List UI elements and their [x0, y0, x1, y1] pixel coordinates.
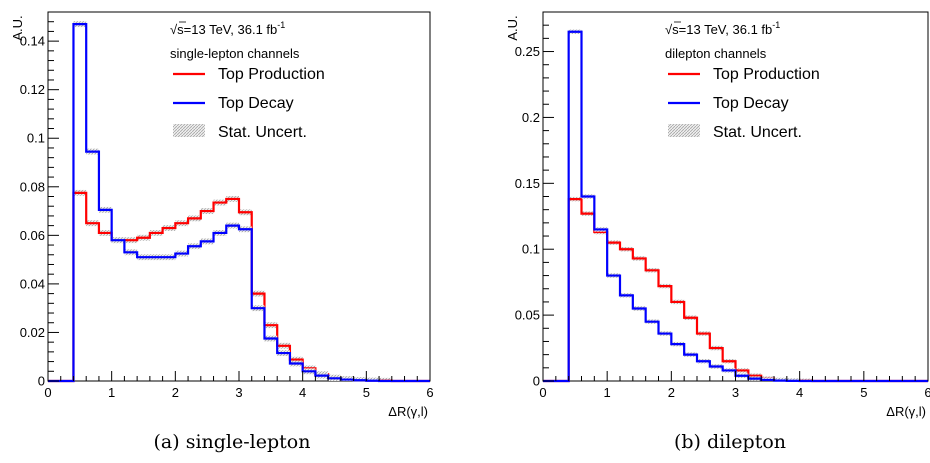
chart0-y-tick-label: 0.08 [20, 179, 45, 194]
chart0-legend-top-production: Top Production [218, 66, 325, 83]
chart0-uncert-band [379, 377, 392, 381]
chart1-energy-label: √s=13 TeV, 36.1 fb-1 [665, 20, 780, 37]
chart1-y-tick-label: 0.15 [515, 176, 540, 191]
chart1-x-axis-title: ΔR(γ,l) [886, 404, 926, 419]
chart1-x-tick-label: 5 [860, 385, 867, 400]
chart1-caption: (b) dilepton [674, 431, 786, 453]
chart1-y-tick-label: 0.25 [515, 44, 540, 59]
chart1-x-tick-label: 3 [732, 385, 739, 400]
chart1-y-tick-label: 0.05 [515, 308, 540, 323]
chart0-x-tick-label: 4 [299, 385, 306, 400]
chart0-y-tick-label: 0.02 [20, 325, 45, 340]
chart0-legend-stat-uncert: Stat. Uncert. [218, 124, 307, 141]
chart1-step-line [543, 198, 928, 383]
chart0-y-tick-label: 0.12 [20, 82, 45, 97]
chart0-lumi-exponent: -1 [277, 20, 285, 30]
chart0-series-top-production [48, 189, 430, 383]
chart1-legend-stat-uncert: Stat. Uncert. [713, 124, 802, 141]
chart0-y-tick-label: 0.04 [20, 276, 45, 291]
chart1-x-tick-label: 0 [539, 385, 546, 400]
chart1-lumi-exponent: -1 [772, 20, 780, 30]
chart0-uncert-band [366, 377, 380, 381]
chart0-x-tick-label: 3 [235, 385, 242, 400]
chart1-y-axis [543, 11, 554, 382]
chart0-y-tick-label: 0.06 [20, 228, 45, 243]
chart0-energy-label: √s=13 TeV, 36.1 fb-1 [170, 20, 285, 37]
chart0-x-tick-label: 1 [108, 385, 115, 400]
chart0-x-axis-title: ΔR(γ,l) [388, 404, 428, 419]
chart0-x-axis [47, 371, 431, 381]
chart0-y-tick-label: 0 [38, 374, 45, 389]
chart0-x-tick-label: 6 [426, 385, 433, 400]
chart1-y-tick-label: 0.1 [522, 242, 540, 257]
chart1-legend-top-decay: Top Decay [713, 95, 789, 112]
chart1-x-tick-label: 6 [924, 385, 930, 400]
chart1-x-tick-label: 2 [668, 385, 675, 400]
chart1-legend-top-production: Top Production [713, 66, 820, 83]
chart1-series-top-production [543, 196, 928, 383]
chart0-caption: (a) single-lepton [154, 431, 311, 453]
chart0-x-tick-label: 2 [172, 385, 179, 400]
chart0-y-tick-label: 0.1 [27, 131, 45, 146]
chart1-x-tick-label: 4 [796, 385, 803, 400]
chart0-legend-top-decay: Top Decay [218, 95, 294, 112]
chart1-y-tick-label: 0.2 [522, 110, 540, 125]
chart0-x-tick-label: 0 [44, 385, 51, 400]
chart0-legend-swatch-stat-uncert [173, 124, 205, 137]
chart1-channel-label: dilepton channels [665, 46, 767, 61]
chart0-step-line [48, 191, 430, 383]
chart0-y-tick-label: 0.14 [20, 34, 45, 49]
chart1-x-axis [542, 371, 929, 381]
chart0-x-tick-label: 5 [363, 385, 370, 400]
chart1-y-tick-label: 0 [533, 374, 540, 389]
chart0-series-top-decay [48, 21, 430, 383]
chart1-x-tick-label: 1 [604, 385, 611, 400]
chart1-legend-swatch-stat-uncert [668, 124, 700, 137]
chart0-energy-text: √s=13 TeV, 36.1 fb [170, 22, 277, 37]
chart0-legend [173, 72, 205, 137]
chart1-y-axis-title: A.U. [505, 15, 520, 40]
chart1-step-line [543, 30, 928, 383]
chart0-channel-label: single-lepton channels [170, 46, 300, 61]
chart0-y-axis [48, 11, 59, 382]
chart1-energy-text: √s=13 TeV, 36.1 fb [665, 22, 772, 37]
chart1-legend [668, 72, 700, 137]
chart0-y-axis-title: A.U. [10, 15, 25, 40]
